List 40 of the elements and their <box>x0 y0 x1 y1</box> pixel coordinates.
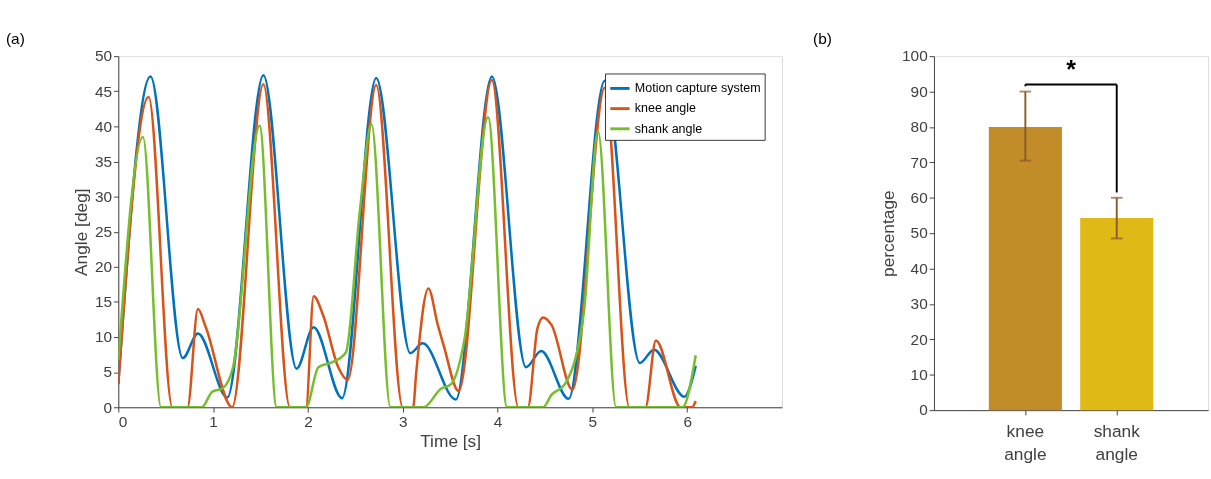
x-tick-label: 2 <box>304 412 313 430</box>
annotation: * <box>1066 54 1077 83</box>
y-tick-label: 50 <box>94 47 113 65</box>
y-tick-label: 100 <box>902 47 928 65</box>
x-tick-label: knee angle <box>1004 420 1047 464</box>
x-axis-title: Time [s] <box>420 431 482 452</box>
legend-label: Motion capture system <box>634 81 761 96</box>
x-tick-label: shank angle <box>1093 420 1141 464</box>
x-tick-label: 3 <box>398 412 408 430</box>
y-tick-label: 10 <box>910 366 928 384</box>
y-tick-label: 60 <box>910 189 928 207</box>
y-tick-label: 20 <box>910 330 928 348</box>
y-tick-label: 0 <box>103 398 113 416</box>
y-tick-label: 25 <box>94 223 113 241</box>
y-tick-label: 10 <box>94 328 113 346</box>
y-tick-label: 20 <box>94 258 113 276</box>
legend-label: knee angle <box>634 101 697 116</box>
chart-title: (b) <box>813 29 832 47</box>
legend-label: shank angle <box>634 121 703 136</box>
y-tick-label: 30 <box>94 187 113 205</box>
x-tick-label: 5 <box>588 412 598 430</box>
y-axis-title: Angle [deg] <box>71 188 92 276</box>
y-tick-label: 40 <box>94 117 113 135</box>
y-tick-label: 5 <box>103 363 113 381</box>
y-tick-label: 15 <box>94 293 113 311</box>
y-tick-label: 30 <box>910 295 928 313</box>
chart-title: (a) <box>5 29 25 47</box>
y-tick-label: 35 <box>94 152 113 170</box>
y-tick-label: 40 <box>910 259 928 277</box>
y-axis-title: percentage <box>878 190 899 277</box>
y-tick-label: 45 <box>94 82 113 100</box>
y-tick-label: 90 <box>910 82 928 100</box>
x-tick-label: 6 <box>683 412 692 430</box>
x-tick-label: 1 <box>209 412 218 430</box>
y-tick-label: 80 <box>910 118 928 136</box>
y-tick-label: 70 <box>910 153 928 171</box>
y-tick-label: 50 <box>910 224 928 242</box>
x-tick-label: 0 <box>118 412 128 430</box>
x-tick-label: 4 <box>493 412 503 430</box>
y-tick-label: 0 <box>919 401 928 419</box>
